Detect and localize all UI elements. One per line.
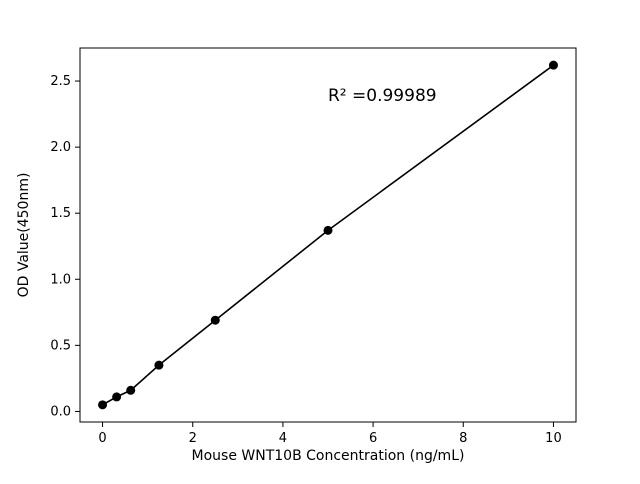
data-point [323,225,333,235]
x-tick-label: 10 [545,431,562,446]
x-tick-label: 8 [459,431,467,446]
data-point [548,60,558,70]
y-axis-label: OD Value(450nm) [16,173,32,298]
data-point [126,385,136,395]
r-squared-annotation: R² =0.99989 [328,86,437,106]
y-tick-label: 1.5 [50,206,71,221]
data-point [210,315,220,325]
plot-area: 0 2 4 6 8 10 0.0 0.5 1.0 1.5 2.0 2.5 [50,47,577,446]
y-tick-label: 0.0 [50,404,71,419]
data-point [154,360,164,370]
plot-frame [79,47,577,423]
x-tick-label: 4 [279,431,287,446]
x-tick-label: 6 [369,431,377,446]
y-tick-label: 2.5 [50,74,71,89]
data-point [98,400,108,410]
x-axis-label: Mouse WNT10B Concentration (ng/mL) [192,448,465,464]
fit-line [102,64,554,406]
x-tick-label: 0 [98,431,106,446]
x-tick-label: 2 [189,431,197,446]
y-tick-label: 2.0 [50,140,71,155]
y-tick-label: 0.5 [50,338,71,353]
data-point [112,392,122,402]
y-tick-label: 1.0 [50,272,71,287]
